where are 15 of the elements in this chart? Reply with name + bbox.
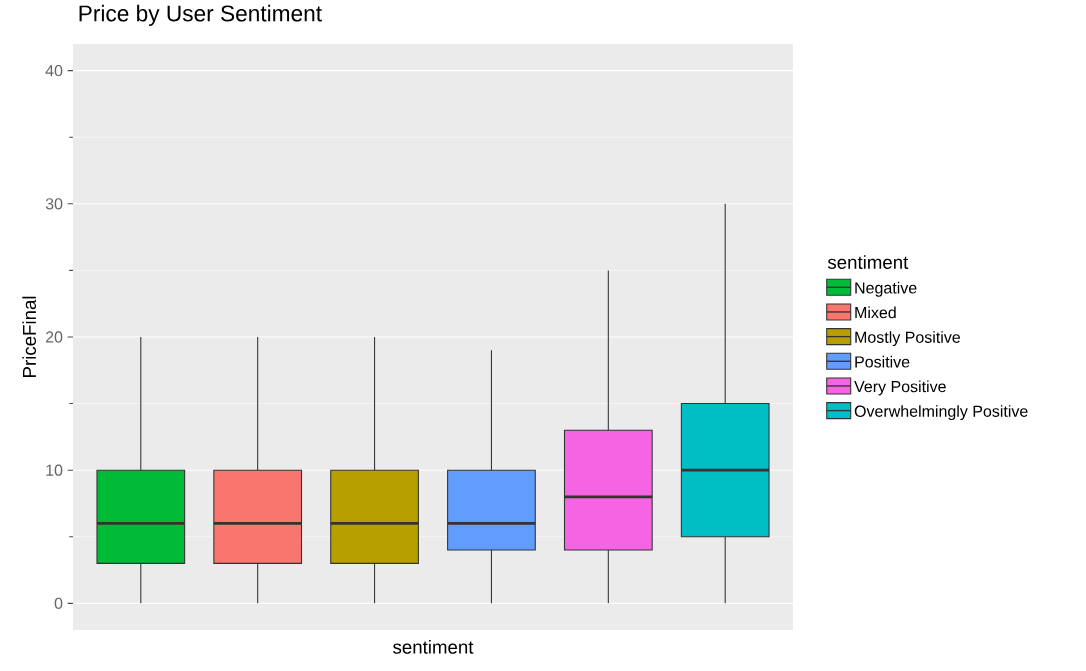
legend-label: Negative bbox=[855, 281, 917, 297]
x-axis-title: sentiment bbox=[393, 640, 474, 654]
legend-label: Mostly Positive bbox=[855, 331, 961, 347]
y-tick-label: 30 bbox=[45, 198, 63, 210]
y-tick-label: 20 bbox=[45, 331, 63, 343]
legend-label: Positive bbox=[855, 355, 910, 368]
legend-label: Mixed bbox=[855, 306, 896, 319]
y-tick-label: 40 bbox=[45, 64, 63, 77]
legend-title: sentiment bbox=[827, 255, 909, 269]
legend-label: Overwhelmingly Positive bbox=[854, 405, 1028, 421]
chart-title: Price by User Sentiment bbox=[79, 4, 322, 26]
y-tick-label: 10 bbox=[46, 464, 63, 476]
legend-label: Very Positive bbox=[854, 380, 946, 396]
y-tick-label: 0 bbox=[54, 597, 63, 609]
y-axis-title: PriceFinal bbox=[22, 296, 37, 377]
